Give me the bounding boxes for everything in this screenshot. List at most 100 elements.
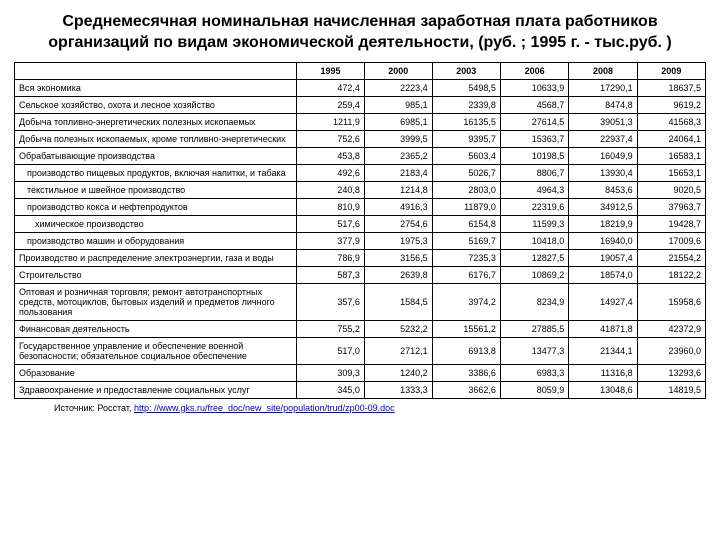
cell-value: 18122,2 [637, 266, 705, 283]
cell-value: 16049,9 [569, 147, 637, 164]
cell-value: 15363,7 [500, 130, 568, 147]
cell-value: 9395,7 [432, 130, 500, 147]
row-label: Производство и распределение электроэнер… [15, 249, 297, 266]
col-header: 2000 [364, 62, 432, 79]
cell-value: 13930,4 [569, 164, 637, 181]
cell-value: 13293,6 [637, 364, 705, 381]
cell-value: 985,1 [364, 96, 432, 113]
cell-value: 5498,5 [432, 79, 500, 96]
cell-value: 377,9 [297, 232, 365, 249]
table-row: производство кокса и нефтепродуктов810,9… [15, 198, 706, 215]
cell-value: 357,6 [297, 283, 365, 320]
cell-value: 3156,5 [364, 249, 432, 266]
cell-value: 810,9 [297, 198, 365, 215]
cell-value: 9020,5 [637, 181, 705, 198]
cell-value: 15653,1 [637, 164, 705, 181]
cell-value: 16583,1 [637, 147, 705, 164]
col-header: 2008 [569, 62, 637, 79]
table-row: Образование309,31240,23386,66983,311316,… [15, 364, 706, 381]
cell-value: 345,0 [297, 381, 365, 398]
cell-value: 3974,2 [432, 283, 500, 320]
cell-value: 472,4 [297, 79, 365, 96]
cell-value: 5169,7 [432, 232, 500, 249]
cell-value: 517,0 [297, 337, 365, 364]
cell-value: 3386,6 [432, 364, 500, 381]
table-row: Оптовая и розничная торговля; ремонт авт… [15, 283, 706, 320]
cell-value: 13477,3 [500, 337, 568, 364]
cell-value: 18219,9 [569, 215, 637, 232]
cell-value: 6985,1 [364, 113, 432, 130]
cell-value: 10198,5 [500, 147, 568, 164]
cell-value: 8453,6 [569, 181, 637, 198]
cell-value: 3999,5 [364, 130, 432, 147]
cell-value: 18574,0 [569, 266, 637, 283]
cell-value: 8059,9 [500, 381, 568, 398]
table-row: Здравоохранение и предоставление социаль… [15, 381, 706, 398]
cell-value: 6176,7 [432, 266, 500, 283]
cell-value: 10869,2 [500, 266, 568, 283]
cell-value: 14819,5 [637, 381, 705, 398]
cell-value: 21344,1 [569, 337, 637, 364]
cell-value: 22937,4 [569, 130, 637, 147]
cell-value: 309,3 [297, 364, 365, 381]
cell-value: 2223,4 [364, 79, 432, 96]
cell-value: 1975,3 [364, 232, 432, 249]
cell-value: 4916,3 [364, 198, 432, 215]
row-label: производство кокса и нефтепродуктов [15, 198, 297, 215]
cell-value: 14927,4 [569, 283, 637, 320]
cell-value: 6154,8 [432, 215, 500, 232]
cell-value: 755,2 [297, 320, 365, 337]
row-label: Строительство [15, 266, 297, 283]
table-row: текстильное и швейное производство240,81… [15, 181, 706, 198]
cell-value: 1584,5 [364, 283, 432, 320]
table-row: Государственное управление и обеспечение… [15, 337, 706, 364]
cell-value: 9619,2 [637, 96, 705, 113]
cell-value: 15958,6 [637, 283, 705, 320]
wage-table: 199520002003200620082009 Вся экономика47… [14, 62, 706, 399]
cell-value: 11316,8 [569, 364, 637, 381]
cell-value: 41871,8 [569, 320, 637, 337]
cell-value: 10633,9 [500, 79, 568, 96]
col-header: 2006 [500, 62, 568, 79]
cell-value: 6913,8 [432, 337, 500, 364]
cell-value: 8474,8 [569, 96, 637, 113]
cell-value: 1240,2 [364, 364, 432, 381]
cell-value: 752,6 [297, 130, 365, 147]
cell-value: 5026,7 [432, 164, 500, 181]
cell-value: 39051,3 [569, 113, 637, 130]
row-label: Здравоохранение и предоставление социаль… [15, 381, 297, 398]
table-row: химическое производство517,62754,66154,8… [15, 215, 706, 232]
source-link[interactable]: http: //www.gks.ru/free_doc/new_site/pop… [134, 403, 395, 413]
cell-value: 11599,3 [500, 215, 568, 232]
row-label: производство машин и оборудования [15, 232, 297, 249]
cell-value: 37963,7 [637, 198, 705, 215]
cell-value: 12827,5 [500, 249, 568, 266]
cell-value: 786,9 [297, 249, 365, 266]
cell-value: 5232,2 [364, 320, 432, 337]
cell-value: 587,3 [297, 266, 365, 283]
cell-value: 2754,6 [364, 215, 432, 232]
cell-value: 17009,6 [637, 232, 705, 249]
cell-value: 7235,3 [432, 249, 500, 266]
row-label: Государственное управление и обеспечение… [15, 337, 297, 364]
cell-value: 517,6 [297, 215, 365, 232]
page-title: Среднемесячная номинальная начисленная з… [14, 12, 706, 54]
cell-value: 3662,6 [432, 381, 500, 398]
cell-value: 4568,7 [500, 96, 568, 113]
cell-value: 8806,7 [500, 164, 568, 181]
cell-value: 10418,0 [500, 232, 568, 249]
cell-value: 5603,4 [432, 147, 500, 164]
cell-value: 17290,1 [569, 79, 637, 96]
table-row: Добыча топливно-энергетических полезных … [15, 113, 706, 130]
col-header: 2009 [637, 62, 705, 79]
row-label: текстильное и швейное производство [15, 181, 297, 198]
cell-value: 19428,7 [637, 215, 705, 232]
table-row: Строительство587,32639,86176,710869,2185… [15, 266, 706, 283]
cell-value: 16940,0 [569, 232, 637, 249]
cell-value: 1333,3 [364, 381, 432, 398]
cell-value: 13048,6 [569, 381, 637, 398]
row-label: производство пищевых продуктов, включая … [15, 164, 297, 181]
table-row: Финансовая деятельность755,25232,215561,… [15, 320, 706, 337]
col-header: 2003 [432, 62, 500, 79]
cell-value: 23960,0 [637, 337, 705, 364]
